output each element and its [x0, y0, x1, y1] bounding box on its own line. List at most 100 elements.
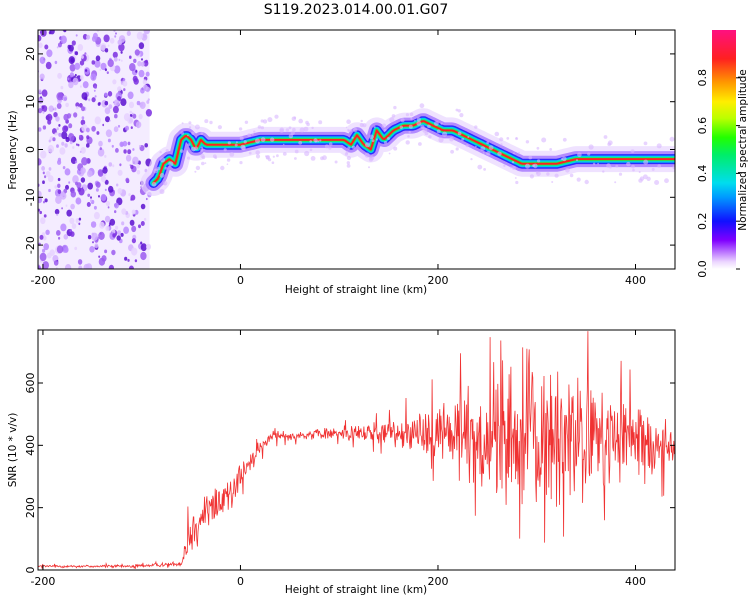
noise-speckle: [56, 230, 61, 236]
noise-speckle: [143, 30, 151, 35]
ridge-speckle: [251, 133, 254, 136]
noise-speckle: [87, 182, 93, 190]
noise-speckle: [134, 49, 140, 56]
noise-speckle: [63, 30, 67, 33]
ridge-speckle: [615, 164, 619, 168]
ridge-speckle: [214, 156, 218, 160]
noise-speckle: [146, 243, 151, 250]
noise-speckle: [106, 71, 109, 74]
noise-speckle: [114, 210, 117, 214]
noise-speckle: [109, 37, 115, 44]
ridge-speckle: [480, 146, 486, 152]
noise-speckle: [39, 56, 46, 64]
noise-speckle: [115, 225, 119, 230]
ridge-speckle: [290, 130, 295, 136]
noise-speckle: [43, 200, 45, 204]
noise-speckle: [116, 183, 119, 187]
ridge-speckle: [187, 143, 191, 147]
noise-speckle: [137, 60, 142, 67]
noise-speckle: [75, 181, 78, 186]
ridge-speckle: [607, 140, 613, 146]
noise-speckle: [40, 96, 42, 99]
ridge-speckle: [400, 118, 405, 123]
ridge-speckle: [360, 119, 363, 123]
noise-speckle: [125, 154, 132, 162]
noise-speckle: [138, 42, 145, 50]
noise-speckle: [68, 81, 74, 89]
noise-speckle: [112, 79, 117, 85]
noise-speckle: [97, 169, 104, 176]
noise-speckle: [74, 73, 77, 77]
ridge-speckle: [260, 137, 266, 143]
noise-speckle: [42, 125, 47, 130]
noise-speckle: [111, 144, 114, 148]
ridge-speckle: [240, 144, 246, 150]
noise-speckle: [86, 127, 90, 133]
x-tick-label: 200: [427, 575, 448, 588]
noise-speckle: [129, 114, 133, 118]
ridge-speckle: [503, 164, 506, 167]
noise-speckle: [54, 185, 58, 189]
noise-speckle: [56, 103, 62, 109]
ridge-speckle: [239, 161, 243, 165]
noise-speckle: [114, 35, 117, 38]
colorbar-tick-label: 0.8: [696, 69, 709, 87]
ridge-speckle: [482, 152, 485, 154]
noise-speckle: [124, 256, 128, 261]
ridge-speckle: [614, 181, 617, 184]
noise-speckle: [119, 163, 122, 167]
ridge-speckle: [262, 119, 268, 124]
noise-speckle: [62, 166, 66, 170]
noise-speckle: [75, 102, 80, 108]
noise-speckle: [114, 202, 119, 209]
noise-speckle: [145, 109, 152, 117]
noise-speckle: [38, 208, 41, 212]
noise-speckle: [38, 127, 42, 132]
noise-speckle: [140, 251, 147, 261]
noise-speckle: [129, 63, 136, 72]
noise-speckle: [79, 60, 85, 66]
noise-speckle: [57, 189, 62, 195]
noise-speckle: [40, 30, 47, 37]
ridge-band: [140, 103, 675, 196]
ridge-speckle: [457, 109, 461, 113]
noise-speckle: [56, 46, 59, 49]
noise-speckle: [127, 116, 134, 124]
noise-speckle: [100, 175, 107, 183]
noise-speckle: [42, 110, 45, 114]
ridge-speckle: [518, 151, 520, 154]
noise-speckle: [72, 146, 75, 149]
ridge-speckle: [669, 136, 675, 142]
noise-speckle: [143, 35, 147, 38]
noise-speckle: [90, 73, 97, 81]
spectrogram-x-label: Height of straight line (km): [285, 284, 427, 296]
ridge-speckle: [180, 131, 184, 135]
noise-speckle: [71, 40, 76, 46]
snr-x-label: Height of straight line (km): [285, 584, 427, 596]
ridge-speckle: [194, 124, 200, 130]
ridge-speckle: [288, 126, 292, 130]
ridge-speckle: [248, 151, 252, 155]
ridge-speckle: [410, 117, 413, 120]
noise-speckle: [42, 235, 47, 241]
ridge-speckle: [194, 170, 197, 173]
ridge-speckle: [474, 125, 478, 129]
noise-speckle: [130, 126, 133, 129]
noise-speckle: [38, 266, 41, 269]
noise-speckle: [80, 147, 86, 154]
noise-speckle: [66, 209, 72, 217]
ridge-speckle: [294, 157, 297, 160]
noise-speckle: [133, 58, 137, 64]
ridge-speckle: [525, 140, 530, 144]
ridge-speckle: [204, 162, 207, 165]
ridge-speckle: [414, 119, 416, 122]
ridge-speckle: [515, 180, 519, 185]
noise-speckle: [48, 188, 51, 193]
noise-speckle: [48, 167, 52, 171]
noise-speckle: [54, 107, 57, 111]
ridge-speckle: [399, 125, 403, 129]
noise-speckle: [58, 132, 62, 137]
ridge-speckle: [449, 136, 454, 142]
noise-speckle: [76, 143, 78, 146]
ridge-speckle: [405, 113, 409, 117]
